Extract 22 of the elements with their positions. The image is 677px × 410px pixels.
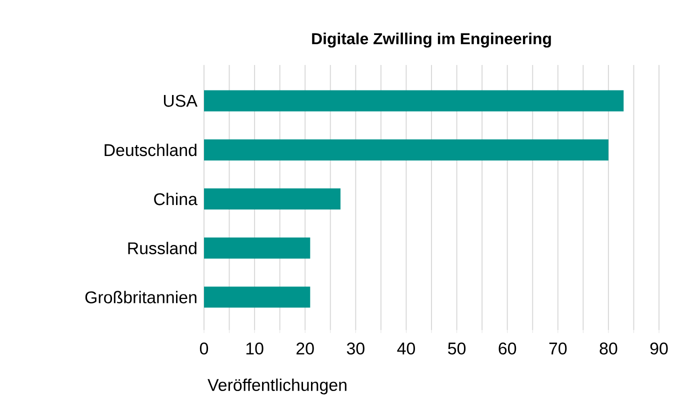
y-tick-label: Russland xyxy=(128,242,196,254)
x-tick-label: 40 xyxy=(397,342,415,355)
y-tick-label: Deutschland xyxy=(104,144,196,156)
chart-title: Digitale Zwilling im Engineering xyxy=(312,32,551,48)
bar xyxy=(204,237,310,259)
x-tick-label: 10 xyxy=(246,342,264,355)
x-tick-label: 60 xyxy=(498,342,516,355)
y-tick-label: China xyxy=(154,192,198,206)
bar xyxy=(204,90,624,112)
x-tick-label: 70 xyxy=(549,342,567,355)
x-tick-label: 90 xyxy=(650,342,668,355)
bar xyxy=(204,139,608,160)
x-tick-label: 30 xyxy=(346,342,364,355)
y-tick-label: USA xyxy=(164,94,198,107)
y-tick-label: Großbritannien xyxy=(85,290,196,304)
x-tick-label: 80 xyxy=(600,342,618,355)
x-tick-label: 20 xyxy=(296,342,314,355)
bar xyxy=(204,286,310,308)
x-tick-label: 50 xyxy=(448,342,466,355)
x-tick-label: 0 xyxy=(200,342,208,355)
bar xyxy=(204,188,340,210)
x-axis-title: Veröffentlichungen xyxy=(208,378,346,394)
